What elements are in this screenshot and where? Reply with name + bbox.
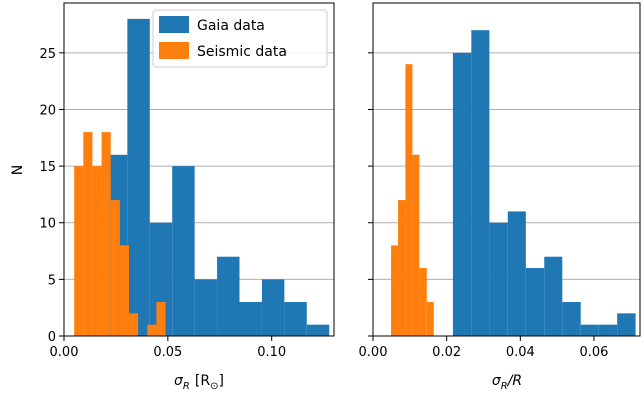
left-x-tick-label: 0.00 — [50, 345, 79, 360]
left-bar-seismic-data — [110, 200, 120, 336]
left-bar-seismic-data — [83, 132, 93, 336]
right-x-axis-label: σR/R — [492, 373, 522, 392]
left-bar-gaia-data — [306, 324, 330, 336]
right-bar-gaia-data — [489, 222, 508, 336]
right-panel: 0.00 0.02 0.04 0.06 σR/R — [359, 2, 641, 392]
left-x-axis-label: σR [R⊙] — [174, 373, 224, 392]
left-y-axis-label: N — [10, 165, 26, 175]
left-bar-gaia-data — [172, 166, 195, 336]
right-bar-gaia-data — [617, 313, 636, 336]
right-bar-seismic-data — [412, 154, 420, 336]
left-bar-seismic-data — [129, 313, 139, 336]
left-ticks: 0.00 0.05 0.10 0 5 10 15 20 25 — [39, 47, 286, 360]
right-bar-gaia-data — [471, 30, 490, 336]
left-y-tick-label: 10 — [39, 217, 56, 232]
left-x-axis-label-unit-sub: ⊙ — [210, 381, 218, 392]
right-x-axis-label-base: σ — [492, 373, 502, 389]
right-x-tick-label: 0.00 — [359, 345, 388, 360]
left-bar-gaia-data — [194, 279, 218, 336]
right-bar-gaia-data — [562, 302, 581, 336]
right-ticks: 0.00 0.02 0.04 0.06 — [359, 52, 608, 360]
left-y-tick-label: 5 — [48, 273, 56, 288]
left-bar-seismic-data — [92, 166, 102, 336]
right-bar-gaia-data — [452, 52, 472, 337]
right-x-tick-label: 0.02 — [432, 345, 461, 360]
legend-swatch-gaia — [159, 16, 189, 33]
right-bars — [391, 30, 636, 337]
right-bar-seismic-data — [405, 64, 413, 336]
left-x-axis-label-base: σ — [174, 373, 184, 389]
right-bar-seismic-data — [391, 245, 399, 336]
right-x-tick-label: 0.06 — [579, 345, 608, 360]
right-bar-gaia-data — [580, 324, 599, 336]
left-x-tick-label: 0.05 — [153, 345, 182, 360]
legend-box — [152, 9, 328, 68]
right-bar-seismic-data — [426, 302, 434, 336]
left-x-axis-label-unit-close: ] — [218, 373, 223, 389]
left-axes-frame — [63, 2, 335, 337]
right-bar-seismic-data — [419, 268, 427, 336]
left-bar-gaia-data — [239, 302, 262, 336]
right-bar-gaia-data — [507, 211, 526, 336]
legend: Gaia data Seismic data — [152, 9, 328, 68]
left-y-tick-label: 0 — [48, 330, 56, 345]
left-bar-seismic-data — [101, 132, 111, 336]
right-bar-gaia-data — [544, 256, 563, 336]
right-bar-seismic-data — [398, 200, 406, 336]
right-x-axis-label-suffix: /R — [506, 373, 522, 389]
left-bar-seismic-data — [147, 324, 157, 336]
left-bar-seismic-data — [156, 302, 166, 336]
left-bar-gaia-data — [261, 279, 285, 336]
right-axes-frame — [372, 2, 641, 337]
left-y-tick-label: 15 — [39, 160, 56, 175]
left-bar-seismic-data — [74, 166, 84, 336]
legend-swatch-seismic — [159, 42, 189, 59]
left-bar-seismic-data — [119, 245, 130, 336]
right-bar-gaia-data — [525, 268, 545, 336]
left-bars — [74, 18, 330, 336]
right-x-tick-label: 0.04 — [506, 345, 535, 360]
left-bar-gaia-data — [149, 222, 173, 336]
legend-label-gaia: Gaia data — [197, 18, 265, 34]
left-bar-gaia-data — [284, 302, 307, 336]
right-x-axis-label-sub: R — [501, 381, 508, 392]
left-x-axis-label-sub: R — [183, 381, 190, 392]
left-panel: 0.00 0.05 0.10 0 5 10 15 20 25 N σR [R⊙] Gaia dat… — [10, 2, 335, 392]
left-bar-gaia-data — [217, 256, 240, 336]
left-y-tick-label: 25 — [39, 47, 56, 62]
left-bar-gaia-data — [127, 18, 150, 336]
left-y-tick-label: 20 — [39, 103, 56, 118]
legend-label-seismic: Seismic data — [197, 44, 287, 60]
left-x-tick-label: 0.10 — [257, 345, 286, 360]
right-bar-gaia-data — [598, 324, 618, 336]
left-x-axis-label-unit: [R — [195, 373, 210, 389]
